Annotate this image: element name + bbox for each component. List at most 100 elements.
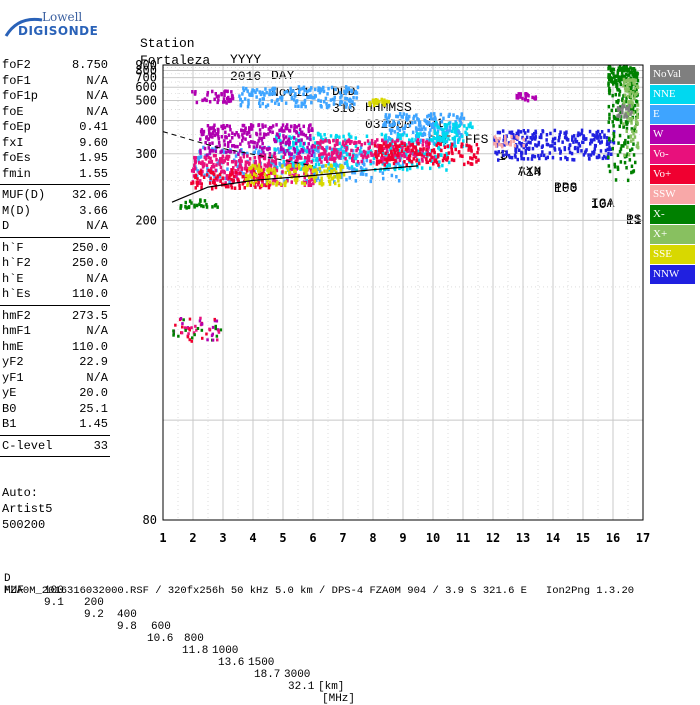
echo-point bbox=[342, 155, 346, 160]
echo-point bbox=[520, 144, 523, 148]
echo-point bbox=[625, 126, 629, 131]
echo-point bbox=[344, 85, 348, 89]
echo-point bbox=[630, 110, 633, 114]
echo-point bbox=[460, 144, 463, 149]
echo-point bbox=[389, 143, 392, 147]
echo-point bbox=[213, 148, 216, 153]
echo-point bbox=[392, 148, 396, 152]
echo-point bbox=[235, 174, 238, 178]
echo-point bbox=[319, 99, 323, 103]
echo-point bbox=[277, 135, 281, 139]
echo-point bbox=[223, 159, 227, 163]
echo-point bbox=[206, 90, 210, 95]
echo-point bbox=[517, 131, 520, 135]
echo-point bbox=[209, 176, 212, 181]
param-value: N/A bbox=[86, 89, 108, 103]
echo-point bbox=[515, 135, 518, 139]
echo-point bbox=[295, 125, 298, 129]
echo-point bbox=[297, 174, 300, 178]
echo-point bbox=[293, 94, 296, 98]
echo-point bbox=[355, 148, 358, 153]
echo-point bbox=[429, 122, 433, 127]
echo-point bbox=[263, 145, 266, 150]
echo-point bbox=[634, 125, 637, 129]
echo-point bbox=[355, 96, 358, 100]
echo-point bbox=[238, 149, 242, 153]
echo-point bbox=[444, 132, 448, 136]
echo-point bbox=[633, 90, 637, 94]
echo-point bbox=[462, 116, 466, 121]
echo-point bbox=[408, 138, 411, 142]
echo-point bbox=[600, 140, 603, 144]
echo-point bbox=[414, 126, 418, 130]
echo-point bbox=[392, 157, 395, 161]
echo-point bbox=[467, 148, 470, 152]
echo-point bbox=[374, 98, 378, 102]
echo-point bbox=[224, 89, 227, 93]
echo-point bbox=[442, 143, 446, 147]
echo-point bbox=[221, 126, 224, 131]
echo-point bbox=[224, 181, 227, 185]
param-value: 0.41 bbox=[79, 120, 108, 134]
echo-point bbox=[249, 169, 253, 174]
echo-point bbox=[321, 152, 324, 156]
echo-point bbox=[440, 127, 444, 132]
echo-point bbox=[250, 175, 253, 180]
echo-point bbox=[612, 103, 615, 108]
echo-point bbox=[632, 137, 635, 142]
echo-point bbox=[406, 117, 410, 121]
es-echo-point bbox=[188, 338, 191, 342]
echo-point bbox=[531, 154, 534, 158]
echo-point bbox=[465, 126, 469, 131]
echo-point bbox=[553, 128, 557, 133]
echo-point bbox=[251, 124, 255, 128]
es-echo-point bbox=[201, 336, 204, 340]
echo-point bbox=[617, 141, 620, 145]
echo-point bbox=[589, 153, 593, 157]
echo-point bbox=[420, 153, 424, 157]
echo-point bbox=[521, 96, 524, 101]
echo-point bbox=[272, 171, 275, 175]
echo-point bbox=[453, 141, 456, 145]
echo-point bbox=[288, 171, 292, 175]
echo-point bbox=[514, 155, 517, 159]
param-divider bbox=[0, 236, 110, 238]
echo-point bbox=[401, 127, 405, 131]
echo-point bbox=[417, 118, 420, 122]
echo-point bbox=[206, 167, 209, 171]
x-tick-label: 17 bbox=[636, 531, 650, 545]
echo-point bbox=[274, 158, 278, 162]
echo-point bbox=[634, 117, 638, 121]
echo-point bbox=[427, 145, 430, 149]
echo-point bbox=[463, 124, 466, 128]
echo-point bbox=[313, 151, 316, 155]
param-name: yE bbox=[2, 386, 17, 400]
echo-point bbox=[258, 98, 262, 102]
echo-point bbox=[414, 138, 417, 142]
echo-point bbox=[477, 158, 480, 162]
echo-point bbox=[208, 134, 212, 139]
param-name: foF2 bbox=[2, 58, 31, 72]
es-echo-point bbox=[215, 334, 219, 338]
echo-point bbox=[328, 154, 332, 159]
echo-point bbox=[369, 141, 372, 146]
echo-point bbox=[553, 146, 556, 150]
echo-point bbox=[383, 121, 387, 125]
echo-point bbox=[614, 81, 618, 85]
echo-point bbox=[310, 160, 313, 164]
x-tick-label: 4 bbox=[249, 531, 256, 545]
series-nnw-trace bbox=[493, 128, 616, 162]
param-name: fxI bbox=[2, 135, 24, 150]
echo-point bbox=[497, 150, 500, 154]
echo-point bbox=[417, 158, 421, 163]
echo-point bbox=[307, 95, 310, 99]
echo-point bbox=[630, 78, 633, 82]
echo-point bbox=[374, 150, 377, 154]
echo-point bbox=[426, 160, 430, 164]
echo-point bbox=[319, 152, 322, 156]
echo-point bbox=[238, 159, 241, 163]
echo-point bbox=[626, 89, 629, 93]
echo-point bbox=[193, 155, 196, 160]
echo-point bbox=[431, 149, 434, 153]
echo-point bbox=[366, 139, 370, 143]
